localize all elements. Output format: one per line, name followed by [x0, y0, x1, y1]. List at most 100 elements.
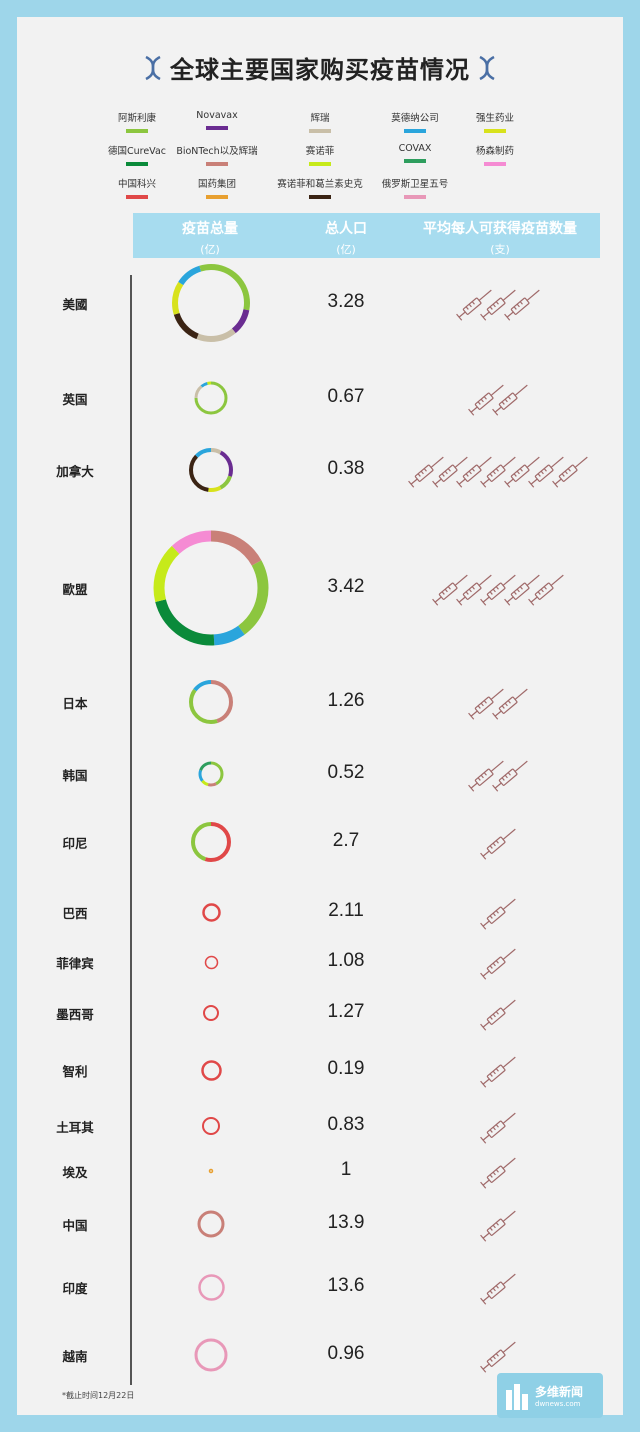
- vaccine-donut: [197, 1273, 225, 1301]
- syringe-icon: [480, 456, 516, 488]
- header-doses-unit: (支): [490, 243, 510, 256]
- donut-segment-sinovac: [204, 955, 218, 969]
- syringe-group: [480, 828, 516, 860]
- legend-item-astrazeneca: 阿斯利康: [87, 110, 187, 133]
- syringe-group: [432, 574, 564, 606]
- legend-item-jnj: 强生药业: [445, 110, 545, 133]
- page-title: 全球主要国家购买疫苗情况: [170, 56, 470, 84]
- legend-swatch: [309, 162, 331, 166]
- legend-swatch: [404, 195, 426, 199]
- legend-label: 赛诺菲和葛兰素史克: [277, 179, 363, 190]
- syringe-group: [480, 1273, 516, 1305]
- syringe-group: [480, 1112, 516, 1144]
- legend-label: BioNTech以及辉瑞: [176, 146, 258, 157]
- syringe-icon: [468, 384, 504, 416]
- country-label: 墨西哥: [56, 1007, 94, 1022]
- legend-item-covax: COVAX: [365, 143, 465, 163]
- legend-label: Novavax: [196, 110, 238, 121]
- vaccine-donut: [194, 381, 228, 415]
- legend-swatch: [309, 129, 331, 133]
- legend-item-curevac: 德国CureVac: [87, 143, 187, 166]
- syringe-icon: [480, 289, 516, 321]
- legend-item-pfizer: 辉瑞: [270, 110, 370, 133]
- syringe-icon: [528, 574, 564, 606]
- donut-segment-moderna: [198, 761, 224, 787]
- population-value: 0.67: [327, 386, 365, 407]
- donut-segment-astrazeneca: [191, 822, 231, 862]
- population-value: 1.27: [327, 1001, 365, 1022]
- syringe-icon: [480, 1341, 516, 1373]
- syringe-group: [480, 1341, 516, 1373]
- donut-segment-sputnik: [197, 1273, 225, 1301]
- donut-segment-pfizer: [172, 264, 250, 342]
- syringe-group: [408, 456, 588, 488]
- population-value: 1: [340, 1159, 352, 1180]
- donut-segment-jnj: [172, 264, 250, 342]
- vaccine-donut: [191, 822, 231, 862]
- legend-item-novavax: Novavax: [167, 110, 267, 130]
- legend-swatch: [206, 162, 228, 166]
- legend-item-sanofi: 赛诺菲: [270, 143, 370, 166]
- donut-segment-sanofi: [153, 530, 269, 646]
- vaccine-donut: [189, 680, 233, 724]
- table-header-bar: [133, 213, 600, 258]
- header-population-unit: (亿): [336, 243, 356, 256]
- syringe-group: [480, 1157, 516, 1189]
- header-vaccine-total-label: 疫苗总量: [182, 221, 238, 237]
- country-label: 中国: [62, 1218, 88, 1233]
- population-value: 3.28: [327, 291, 365, 312]
- donut-segment-moderna: [189, 448, 233, 492]
- donut-segment-curevac: [153, 530, 269, 646]
- country-label: 印度: [62, 1281, 88, 1296]
- vaccine-donut: [200, 1059, 222, 1081]
- syringe-icon: [480, 1056, 516, 1088]
- legend-item-sanofi_gsk: 赛诺菲和葛兰素史克: [270, 176, 370, 199]
- syringe-group: [468, 760, 528, 792]
- vaccine-donut: [198, 761, 224, 787]
- donut-segment-sputnik: [194, 1338, 228, 1372]
- donut-segment-sanofi_gsk: [189, 448, 233, 492]
- legend-swatch: [126, 162, 148, 166]
- header-population-label: 总人口: [325, 221, 367, 237]
- vaccine-donut: [194, 1338, 228, 1372]
- footnote: *截止时间12月22日: [62, 1391, 135, 1400]
- syringe-icon: [552, 456, 588, 488]
- legend-item-biontech: BioNTech以及辉瑞: [167, 143, 267, 166]
- dna-icon: [145, 55, 161, 80]
- population-value: 13.9: [327, 1212, 365, 1233]
- syringe-icon: [492, 760, 528, 792]
- vaccine-donut: [204, 955, 218, 969]
- country-label: 美國: [62, 297, 88, 312]
- donut-segment-sanofi: [194, 381, 228, 415]
- syringe-group: [468, 688, 528, 720]
- legend-swatch: [309, 195, 331, 199]
- population-value: 13.6: [327, 1275, 365, 1296]
- header-doses-label: 平均每人可获得疫苗数量: [423, 221, 577, 237]
- dwnews-logo: 多维新闻 dwnews.com: [497, 1373, 603, 1418]
- logo-brand: 多维新闻: [535, 1385, 584, 1399]
- population-value: 3.42: [327, 576, 365, 597]
- syringe-group: [468, 384, 528, 416]
- legend-label: 赛诺菲: [305, 146, 335, 157]
- legend-label: 德国CureVac: [107, 146, 166, 157]
- donut-segment-biontech: [197, 1210, 225, 1238]
- population-value: 0.38: [327, 458, 365, 479]
- vaccine-donut: [208, 1168, 214, 1174]
- syringe-icon: [492, 384, 528, 416]
- legend-swatch: [404, 159, 426, 163]
- legend-label: 强生药业: [475, 113, 514, 124]
- donut-segment-biontech: [153, 530, 269, 646]
- country-label: 印尼: [62, 836, 88, 851]
- donut-segment-covax: [198, 761, 224, 787]
- logo-domain: dwnews.com: [535, 1400, 581, 1408]
- syringe-icon: [504, 574, 540, 606]
- syringe-icon: [432, 574, 468, 606]
- legend-item-sputnik: 俄罗斯卫星五号: [365, 176, 465, 199]
- syringe-icon: [468, 688, 504, 720]
- legend-swatch: [404, 129, 426, 133]
- donut-segment-astrazeneca: [153, 530, 269, 646]
- syringe-icon: [456, 289, 492, 321]
- header-vaccine-total-unit: (亿): [200, 243, 220, 256]
- donut-segment-sinovac: [202, 1117, 220, 1135]
- syringe-icon: [480, 1112, 516, 1144]
